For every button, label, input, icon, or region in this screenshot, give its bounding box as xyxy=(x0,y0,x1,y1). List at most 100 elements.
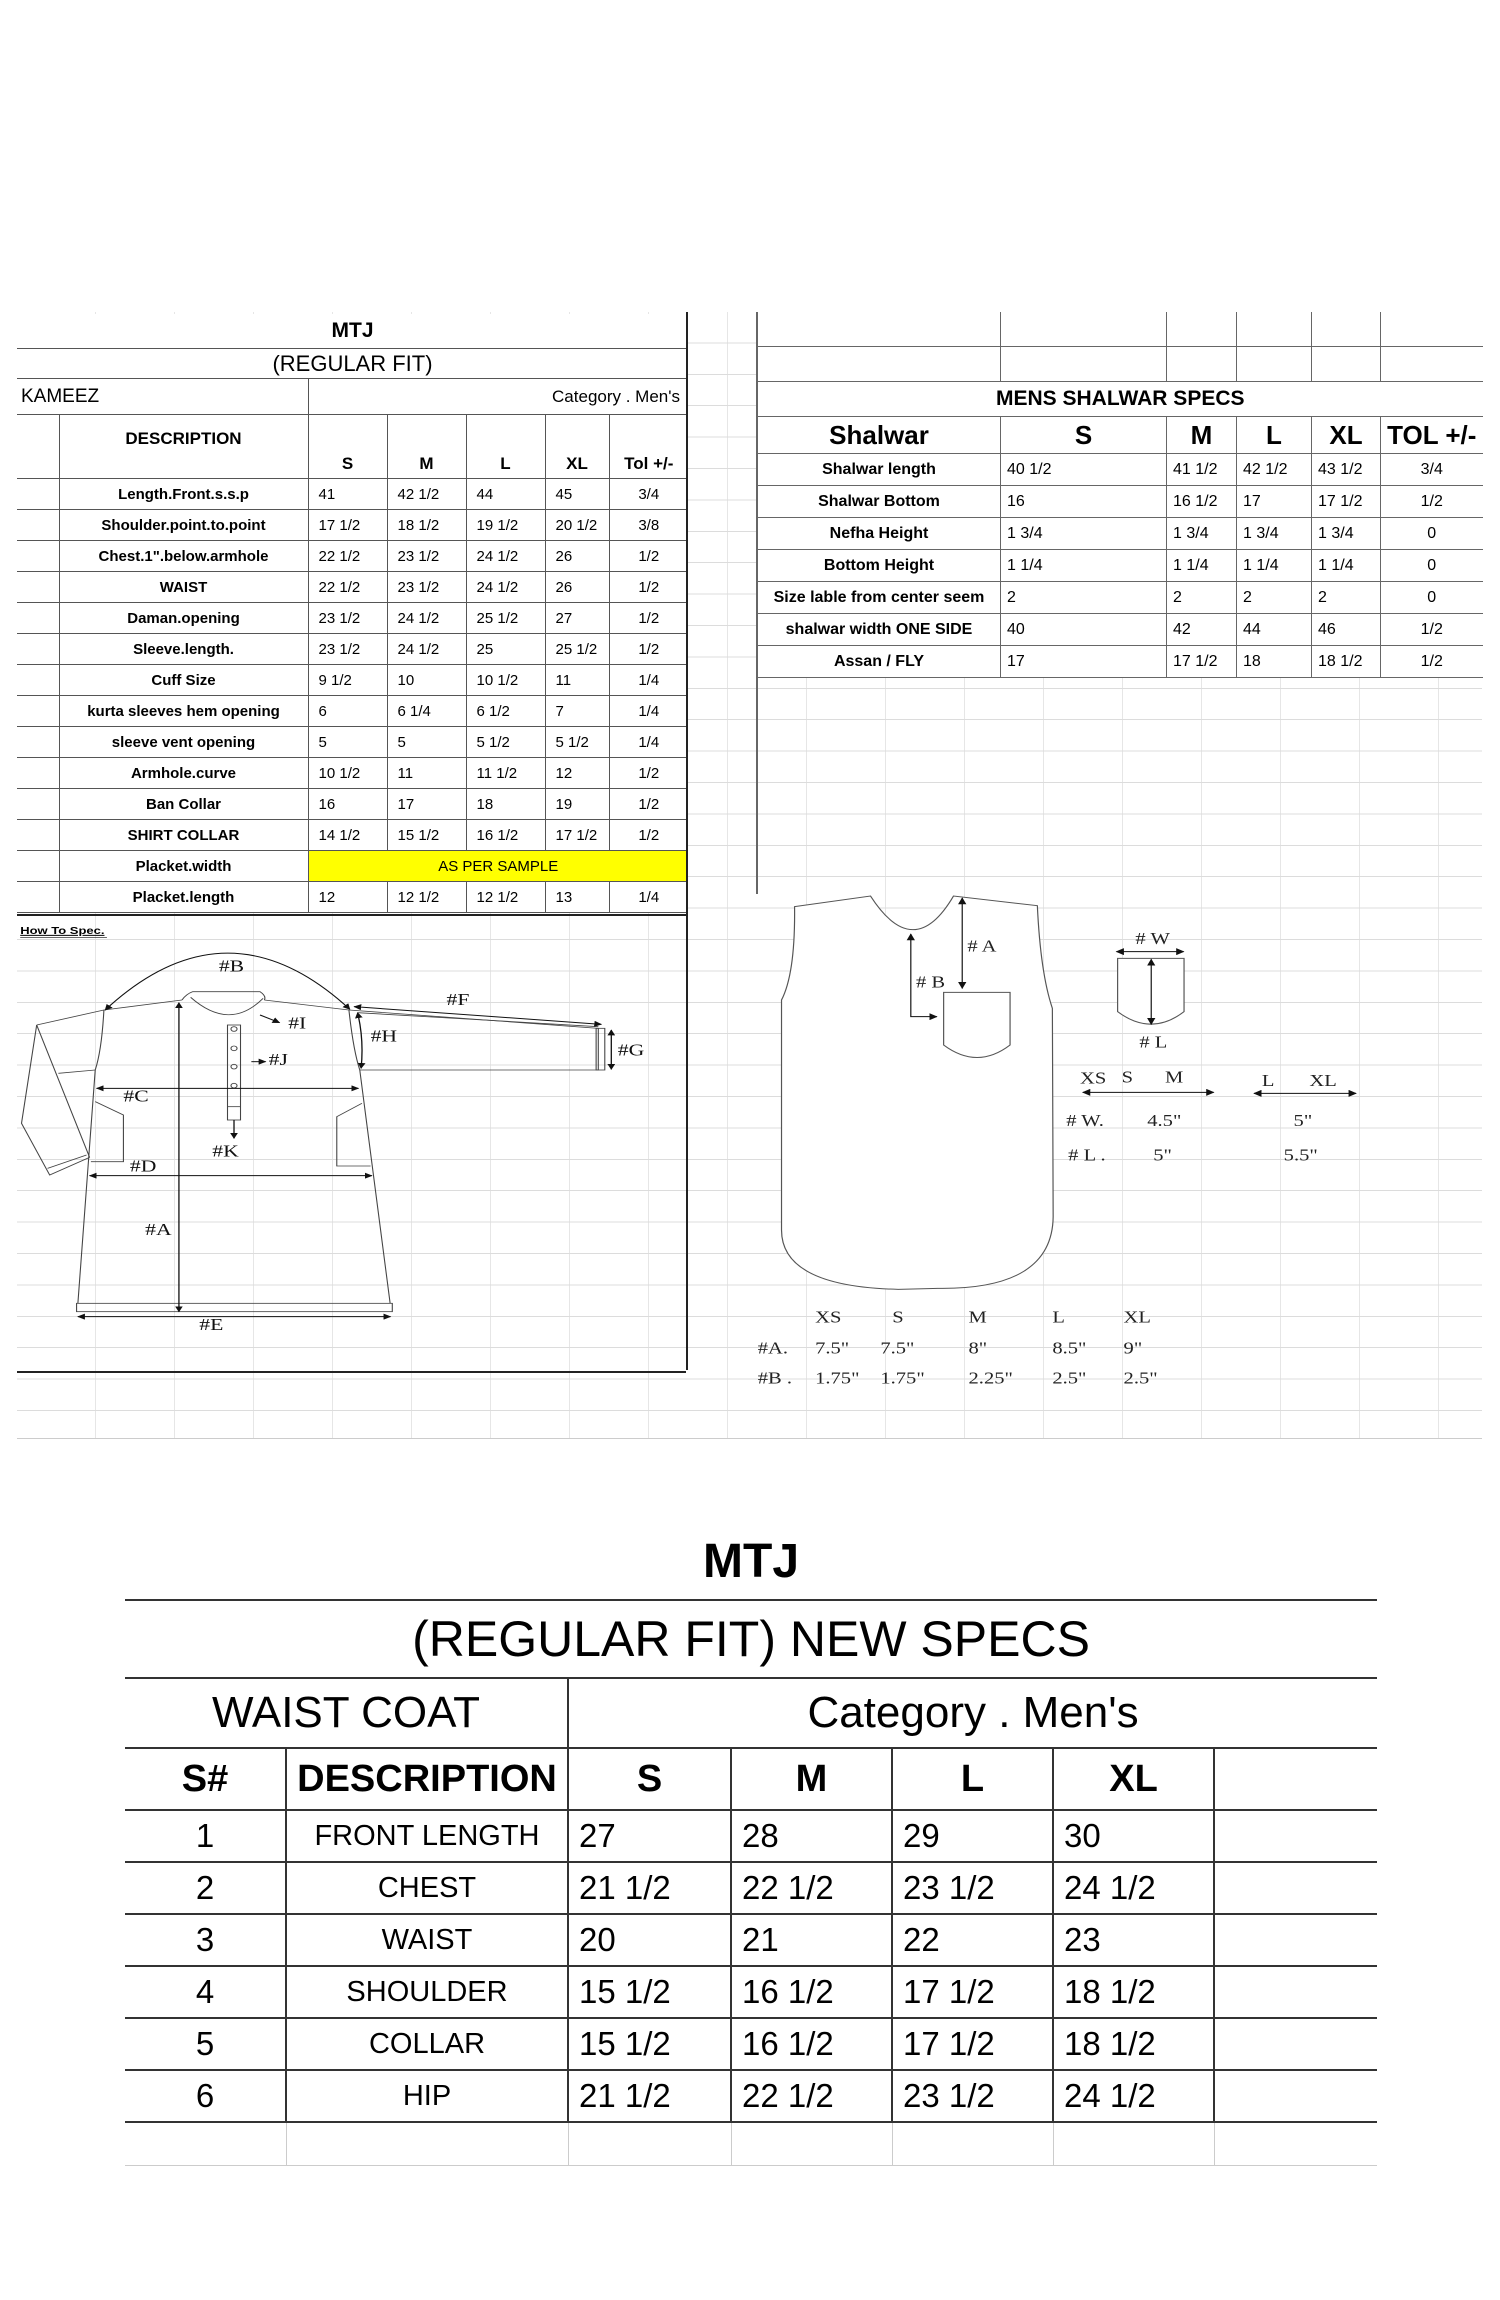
size-value: 11 xyxy=(386,757,466,789)
row-spacer xyxy=(17,540,59,572)
placement-b-value: 1.75" xyxy=(815,1369,859,1388)
row-spacer xyxy=(17,664,59,696)
row-spacer xyxy=(17,571,59,603)
tolerance-cell: 0 xyxy=(1380,517,1483,550)
pocket-placement-diagram: # A # B # W # L XS S M L XL # W. 4.5" 5"… xyxy=(758,895,1357,1388)
size-value: 26 xyxy=(544,540,609,572)
point-label-j: #J xyxy=(269,1051,289,1069)
tolerance-cell: 3/4 xyxy=(1380,453,1483,486)
empty-cell xyxy=(1213,2122,1378,2166)
how-to-spec-panel xyxy=(17,914,686,1373)
size-value: 11 xyxy=(544,664,609,696)
row-spacer xyxy=(17,788,59,820)
size-value: 2 xyxy=(1311,581,1381,614)
size-value: 17 1/2 xyxy=(891,1966,1053,2019)
empty-cell xyxy=(891,2122,1053,2166)
size-value: 46 xyxy=(1311,613,1381,646)
size-value: 21 xyxy=(730,1914,892,1967)
tolerance-cell: 3/8 xyxy=(608,509,688,541)
blank-cell xyxy=(1166,312,1237,347)
size-value: 24 1/2 xyxy=(386,633,466,665)
pocket-w-value: 5" xyxy=(1294,1111,1313,1130)
size-value: 6 1/4 xyxy=(386,695,466,727)
placement-b-value: 2.25" xyxy=(969,1369,1013,1388)
tolerance-cell: 1/2 xyxy=(1380,645,1483,678)
row-description: Sleeve.length. xyxy=(58,633,308,665)
table-row: Size lable from center seem 2 2 2 2 0 xyxy=(757,581,1483,614)
table-row: Ban Collar 16 17 18 19 1/2 xyxy=(17,788,688,820)
size-value: 41 1/2 xyxy=(1166,453,1237,486)
size-value: 24 1/2 xyxy=(1052,2070,1214,2123)
blank-cell xyxy=(1380,346,1483,382)
tolerance-cell: 0 xyxy=(1380,549,1483,582)
size-value: 16 1/2 xyxy=(730,2018,892,2071)
size-value: 22 1/2 xyxy=(307,571,387,603)
point-label-g: #G xyxy=(618,1042,645,1060)
table-row: Shalwar Bottom 16 16 1/2 17 17 1/2 1/2 xyxy=(757,485,1483,518)
header-cell: M xyxy=(730,1748,892,1811)
size-value: 16 xyxy=(307,788,387,820)
header-cell: Shalwar xyxy=(757,416,1001,454)
size-value: 1 3/4 xyxy=(1311,517,1381,550)
serial-number: 4 xyxy=(125,1966,286,2019)
tolerance-cell: 0 xyxy=(1380,581,1483,614)
size-value: 23 xyxy=(1052,1914,1214,1967)
blank-cell xyxy=(1311,312,1381,347)
header-cell: S xyxy=(1000,416,1167,454)
row-spacer xyxy=(17,850,59,882)
table-row: 1 FRONT LENGTH 27 28 29 30 xyxy=(125,1810,1378,1863)
tolerance-cell: 1/4 xyxy=(608,726,688,758)
size-value: 16 xyxy=(1000,485,1167,518)
row-description: Daman.opening xyxy=(58,602,308,634)
table-row: Armhole.curve 10 1/2 11 11 1/2 12 1/2 xyxy=(17,757,688,789)
size-value: 5 xyxy=(386,726,466,758)
placement-a-value: 8" xyxy=(969,1339,988,1358)
size-value: 44 xyxy=(1236,613,1312,646)
table-row: 6 HIP 21 1/2 22 1/2 23 1/2 24 1/2 xyxy=(125,2070,1378,2123)
size-value: 6 1/2 xyxy=(465,695,545,727)
size-value: 9 1/2 xyxy=(307,664,387,696)
empty-cell xyxy=(1212,2070,1378,2123)
size-value: 18 xyxy=(1236,645,1312,678)
size-value: 14 1/2 xyxy=(307,819,387,851)
size-value: 17 xyxy=(1000,645,1167,678)
kameez-category: Category . Men's xyxy=(307,378,688,415)
tolerance-cell: 1/2 xyxy=(608,819,688,851)
tolerance-cell: 1/2 xyxy=(608,757,688,789)
size-value: 41 xyxy=(307,478,387,510)
header-cell: S xyxy=(567,1748,731,1811)
placement-b-value: 1.75" xyxy=(880,1369,924,1388)
row-spacer xyxy=(17,509,59,541)
label-l: # L xyxy=(1139,1033,1167,1052)
size-value: 11 1/2 xyxy=(465,757,545,789)
row-description: FRONT LENGTH xyxy=(285,1810,568,1863)
size-value: 21 1/2 xyxy=(567,2070,731,2123)
point-label-a: #A xyxy=(145,1221,172,1239)
pocket-l-value: 5" xyxy=(1153,1146,1172,1165)
size-value: 27 xyxy=(544,602,609,634)
empty-cell xyxy=(567,2122,731,2166)
header-description: DESCRIPTION xyxy=(58,414,308,479)
size-value: 2 xyxy=(1166,581,1237,614)
row-description: SHIRT COLLAR xyxy=(58,819,308,851)
placement-a-value: 8.5" xyxy=(1052,1339,1086,1358)
empty-cell xyxy=(1212,2018,1378,2071)
empty-cell xyxy=(1052,2122,1214,2166)
empty-cell xyxy=(1212,1914,1378,1967)
size-value: 17 1/2 xyxy=(1311,485,1381,518)
blank-cell xyxy=(757,312,1001,347)
size-value: 43 1/2 xyxy=(1311,453,1381,486)
header-cell: L xyxy=(1236,416,1312,454)
row-spacer xyxy=(17,819,59,851)
size-value: 17 1/2 xyxy=(544,819,609,851)
size-value: 17 1/2 xyxy=(891,2018,1053,2071)
size-value: 16 1/2 xyxy=(730,1966,892,2019)
size-value: 15 1/2 xyxy=(386,819,466,851)
table-row: Shalwar length 40 1/2 41 1/2 42 1/2 43 1/2 3/… xyxy=(757,453,1483,486)
placement-size-header: XS xyxy=(815,1308,841,1327)
table-row: kurta sleeves hem opening 6 6 1/4 6 1/2 7 1/4 xyxy=(17,695,688,727)
header-cell: XL xyxy=(1052,1748,1214,1811)
size-value: 26 xyxy=(544,571,609,603)
shalwar-title: MENS SHALWAR SPECS xyxy=(757,381,1483,417)
row-spacer xyxy=(17,695,59,727)
